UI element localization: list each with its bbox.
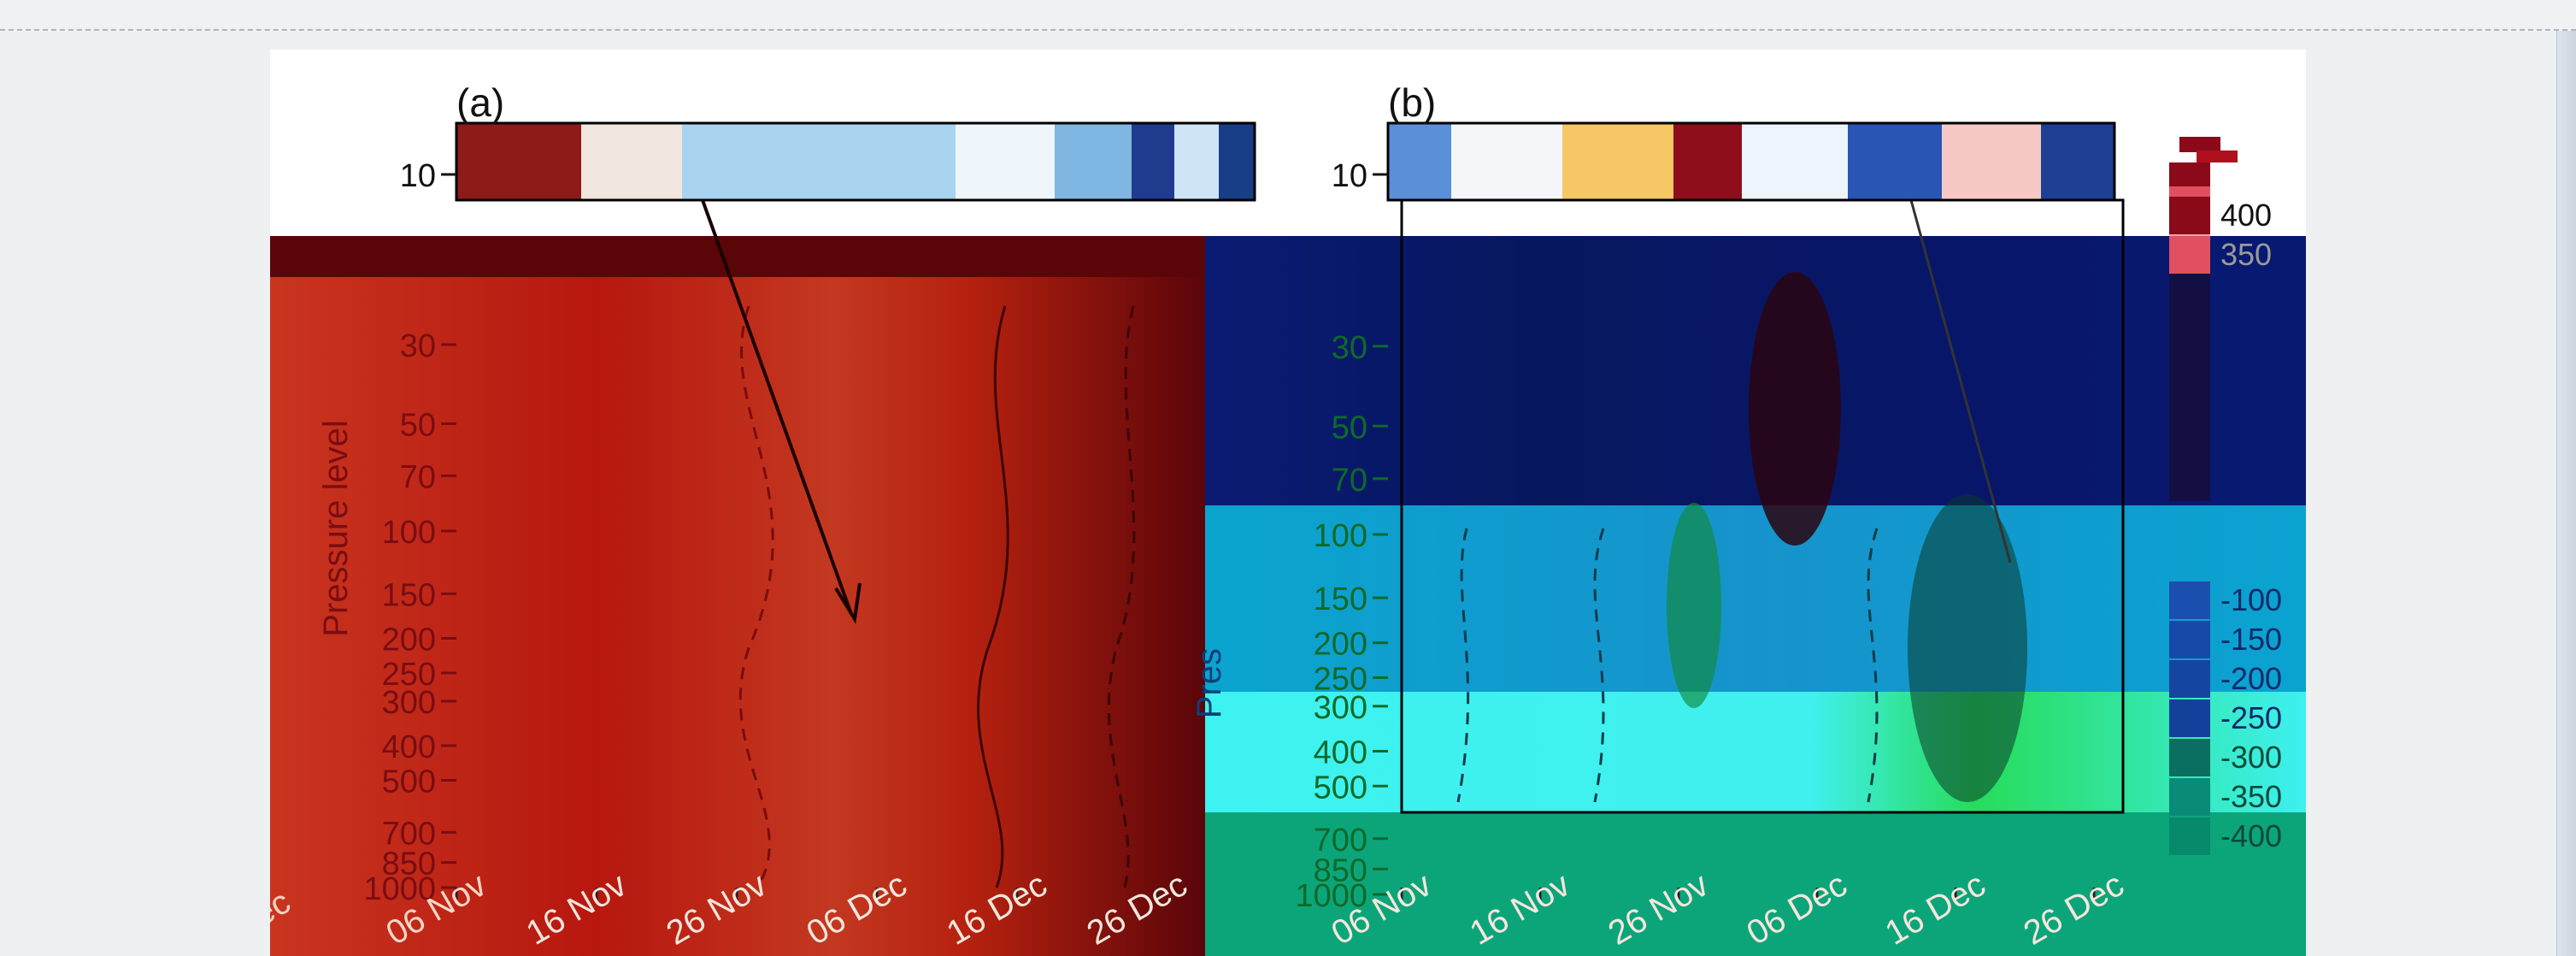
panel-b-colorbar: 400 350 -100 -150 -200 -250 -300 -350 -400 <box>2169 197 2282 855</box>
panel-b-label: (b) <box>1388 80 1436 125</box>
panel-b-y-tick-label: 250 <box>1314 662 1367 698</box>
panel-a-y-tick-label: 200 <box>382 623 436 658</box>
panel-b-top-strip <box>1386 121 2116 202</box>
panel-a-ylabel: Pressure level <box>317 420 355 636</box>
panel-b-y-tick-label: 850 <box>1314 853 1367 888</box>
colorbar-swatch <box>2169 817 2210 855</box>
panel-b-y-tick-label: 10 <box>1332 158 1367 194</box>
panel-b-y-tick-label: 30 <box>1332 330 1367 366</box>
panel-b-y-tick-label: 150 <box>1314 581 1367 617</box>
panel-a-y-tick-label: 700 <box>382 816 436 852</box>
colorbar-swatch <box>2169 621 2210 658</box>
figure-svg: 103050701001502002503004005007008501000 … <box>270 80 2306 956</box>
colorbar-swatch <box>2169 699 2210 737</box>
colorbar-swatch <box>2169 581 2210 619</box>
colorbar-label: -350 <box>2220 779 2282 814</box>
panel-a-top-strip <box>455 121 1256 202</box>
panel-a-y-tick-label: 70 <box>400 459 436 495</box>
panel-a-y-tick-label: 30 <box>400 328 436 364</box>
panel-b-y-tick-label: 50 <box>1332 410 1367 446</box>
panel-a-y-tick-label: 250 <box>382 657 436 693</box>
panel-a-y-tick-label: 150 <box>382 577 436 613</box>
colorbar-label: 350 <box>2220 237 2272 272</box>
colorbar-swatch <box>2169 739 2210 776</box>
panel-a-label: (a) <box>456 80 504 125</box>
panel-a-y-tick-label: 400 <box>382 729 436 765</box>
panel-b-y-tick-label: 300 <box>1314 690 1367 726</box>
colorbar-label: -100 <box>2220 582 2282 617</box>
panel-b-y-tick-label: 400 <box>1314 735 1367 770</box>
panel-b-y-tick-label: 100 <box>1314 518 1367 554</box>
panel-a-y-tick-label: 300 <box>382 685 436 721</box>
panel-b-y-tick-label: 700 <box>1314 823 1367 859</box>
figure-canvas: 10 30 50 70 100 150 200 250 300 400 500 700 850 1000 … <box>270 50 2306 956</box>
panel-a-y-tick-label: 100 <box>382 515 436 551</box>
colorbar-label: -300 <box>2220 740 2282 775</box>
vertical-scrollbar[interactable] <box>2556 31 2576 956</box>
panel-b-y-tick-label: 1000 <box>1295 878 1367 914</box>
panel-a-y-tick-label: 850 <box>382 847 436 882</box>
colorbar-swatch <box>2169 197 2210 234</box>
panel-b-y-tick-label: 500 <box>1314 770 1367 806</box>
panel-a-y-tick-label: 500 <box>382 764 436 800</box>
panel-a-y-tick-label: 10 <box>400 158 436 194</box>
colorbar-label: -150 <box>2220 622 2282 657</box>
colorbar-swatch <box>2169 236 2210 274</box>
window-toolbar <box>0 0 2576 31</box>
panel-a-plot-area <box>270 199 1205 956</box>
panel-b-y-tick-label: 70 <box>1332 463 1367 499</box>
colorbar-label: -200 <box>2220 661 2282 696</box>
panel-a-y-tick-label: 1000 <box>363 871 436 907</box>
colorbar-swatch <box>2169 660 2210 698</box>
panel-b-y-tick-label: 200 <box>1314 627 1367 663</box>
panel-b-plot-area <box>1205 137 2306 956</box>
panel-b-ylabel: Pres <box>1191 648 1228 718</box>
colorbar-label: -400 <box>2220 818 2282 853</box>
colorbar-label: -250 <box>2220 700 2282 735</box>
colorbar-swatch <box>2169 778 2210 816</box>
panel-a-y-tick-label: 50 <box>400 407 436 443</box>
colorbar-label: 400 <box>2220 198 2272 233</box>
